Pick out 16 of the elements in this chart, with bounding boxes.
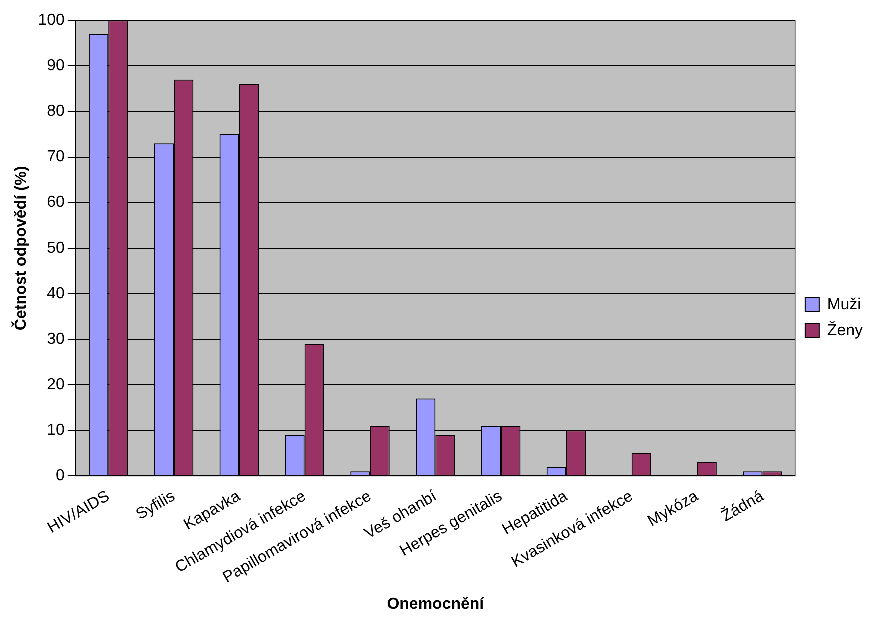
y-tick-label: 50 xyxy=(47,240,65,257)
y-tick-label: 60 xyxy=(47,194,65,212)
y-tick-label: 90 xyxy=(47,58,65,75)
legend-label: Ženy xyxy=(827,321,864,340)
legend-label: Muži xyxy=(827,296,862,314)
y-tick-label: 70 xyxy=(47,148,65,166)
x-tick-label: Syfilis xyxy=(134,488,178,524)
y-tick-label: 80 xyxy=(47,103,65,120)
y-tick-label: 10 xyxy=(47,422,65,439)
y-tick-label: 30 xyxy=(47,330,65,348)
y-tick-label: 0 xyxy=(56,468,65,485)
y-tick-label: 40 xyxy=(47,285,65,302)
y-axis-title: Četnost odpovědí (%) xyxy=(11,166,30,331)
y-tick-label: 100 xyxy=(38,12,65,30)
y-tick-label: 20 xyxy=(47,376,65,394)
x-axis-title: Onemocnění xyxy=(387,596,485,613)
